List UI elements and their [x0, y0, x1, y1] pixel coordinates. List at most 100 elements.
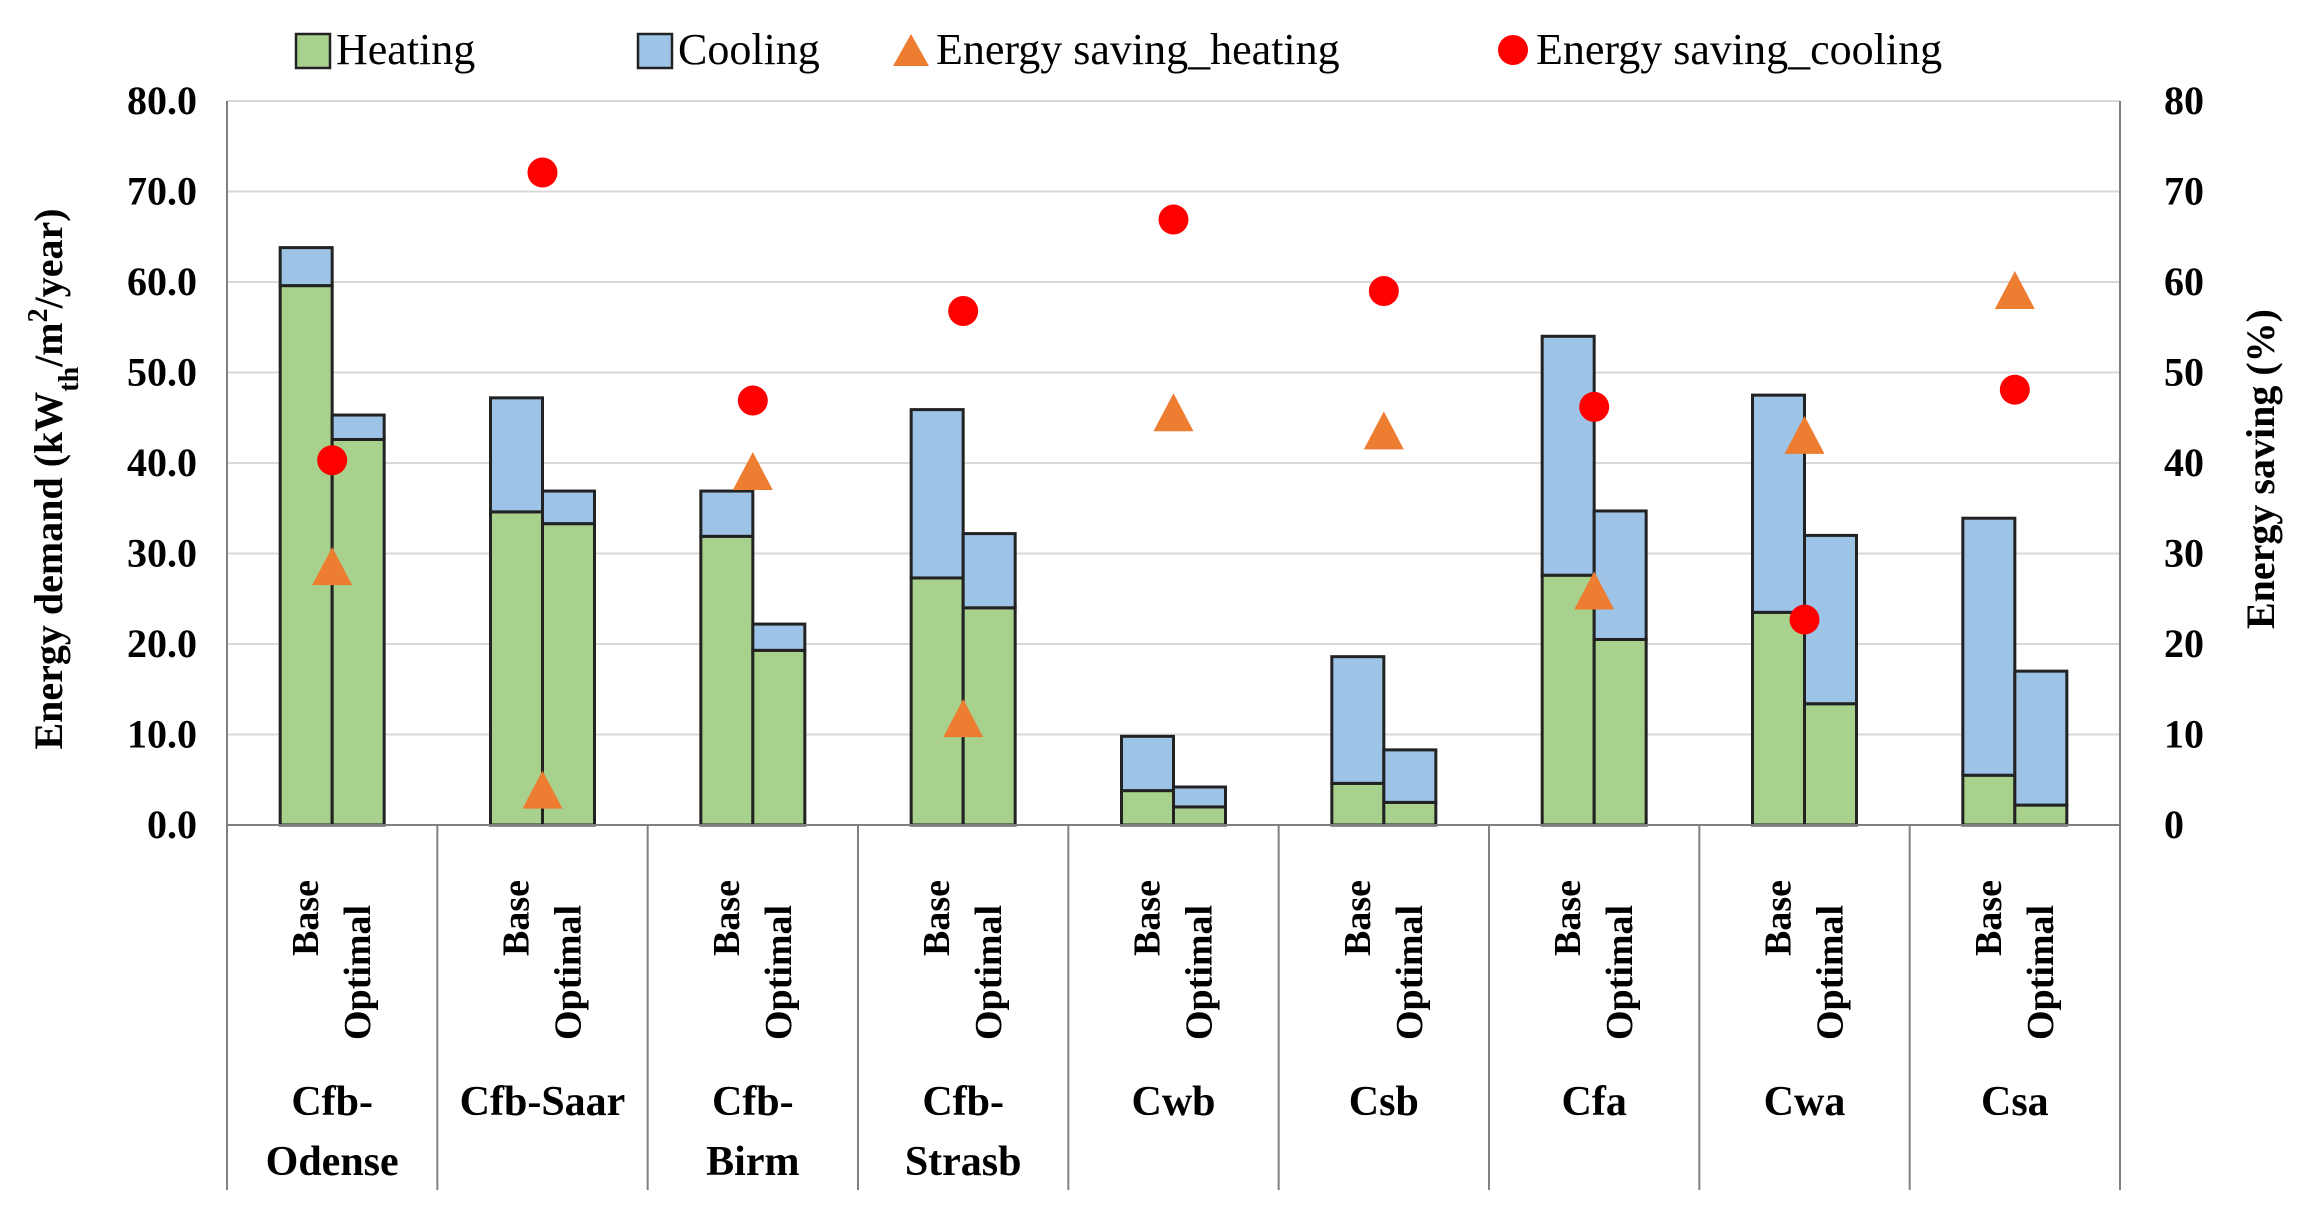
bar-heating-csb-base [1330, 781, 1386, 827]
sub-category-label-optimal: Optimal [1179, 905, 1221, 1040]
marker-saving-heating-cwa [1784, 415, 1825, 454]
marker-saving-heating-cfb-saar [522, 770, 563, 809]
left-axis-title: Energy demand (kWth/m2/year) [23, 208, 85, 749]
legend-label-heating: Heating [336, 25, 475, 74]
bar-cooling-cwb-optimal [1172, 785, 1227, 809]
group-label-csa: Csa [1981, 1079, 2049, 1125]
sub-category-label-optimal: Optimal [1599, 905, 1641, 1040]
left-tick-label: 20.0 [127, 621, 197, 666]
group-label-cfb-saar: Cfb-Saar [460, 1079, 626, 1125]
bar-heating-csa-base [1961, 773, 2017, 827]
bar-heating-cfb-strasb-base [909, 576, 965, 827]
marker-saving-heating-csa [1994, 271, 2035, 310]
bar-heating-cfb-odense-optimal [330, 437, 386, 827]
bar-heating-cfb-odense-base [278, 284, 334, 827]
marker-saving-cooling-cfb-saar [527, 157, 558, 188]
marker-saving-heating-cfa [1574, 571, 1615, 610]
legend-label-cooling: Cooling [678, 25, 820, 74]
bar-heating-csa-optimal [2013, 803, 2069, 827]
sub-category-label-base: Base [285, 880, 327, 956]
left-tick-label: 0.0 [147, 802, 197, 847]
group-label-csb: Csb [1349, 1079, 1419, 1125]
bar-heating-cfb-saar-optimal [541, 522, 596, 827]
left-tick-label: 60.0 [127, 259, 197, 304]
bar-cooling-cfa-optimal [1592, 509, 1648, 641]
sub-category-label-base: Base [1968, 880, 2010, 956]
sub-category-label-optimal: Optimal [758, 905, 800, 1040]
bar-cooling-cfb-saar-optimal [541, 489, 596, 526]
right-tick-label: 50 [2164, 350, 2204, 395]
bar-cooling-cfb-strasb-optimal [961, 532, 1017, 610]
sub-category-label-base: Base [706, 880, 748, 956]
bar-cooling-cfb-birm-base [699, 489, 755, 538]
sub-category-label-base: Base [1758, 880, 1800, 956]
group-label-cfa: Cfa [1562, 1079, 1627, 1125]
group-label-cwa: Cwa [1764, 1079, 1846, 1125]
bar-cooling-csb-optimal [1382, 748, 1438, 804]
right-tick-label: 20 [2164, 621, 2204, 666]
marker-saving-cooling-csa [1999, 374, 2030, 405]
right-tick-label: 0 [2164, 802, 2184, 847]
marker-saving-heating-cfb-strasb [943, 699, 984, 738]
bar-cooling-cwb-base [1120, 734, 1175, 793]
bar-cooling-csa-optimal [2013, 669, 2069, 807]
left-axis-ticks: 0.0 10.0 20.0 30.0 40.0 50.0 60.0 70.0 80.0 [127, 78, 197, 847]
right-tick-label: 70 [2164, 169, 2204, 214]
marker-saving-cooling-cfb-strasb [948, 295, 979, 326]
bar-cooling-cfb-birm-optimal [751, 622, 807, 652]
left-tick-label: 30.0 [127, 531, 197, 576]
marker-saving-heating-cfb-odense [312, 547, 353, 586]
left-tick-label: 70.0 [127, 169, 197, 214]
sub-category-label-base: Base [916, 880, 958, 956]
group-label-cwb: Cwb [1131, 1079, 1215, 1125]
legend-marker-circle-icon [1498, 35, 1528, 65]
bar-cooling-cfb-saar-base [489, 396, 544, 514]
group-label-cfb-odense: Cfb- [291, 1079, 373, 1125]
bar-cooling-cwa-base [1751, 393, 1806, 614]
right-axis-title: Energy saving (%) [2238, 309, 2283, 629]
sub-category-label-base: Base [1547, 880, 1589, 956]
left-tick-label: 10.0 [127, 712, 197, 757]
marker-saving-cooling-cfb-birm [737, 385, 768, 416]
bar-heating-cwb-base [1120, 789, 1175, 827]
markers [312, 157, 2035, 809]
legend-label-energy-saving-heating: Energy saving_heating [936, 25, 1340, 74]
bar-heating-cwa-optimal [1803, 702, 1858, 827]
right-tick-label: 40 [2164, 440, 2204, 485]
sub-category-label-optimal: Optimal [1389, 905, 1431, 1040]
marker-saving-heating-csb [1363, 411, 1404, 450]
sub-category-label-base: Base [1337, 880, 1379, 956]
legend-swatch-cooling [636, 32, 674, 70]
right-tick-label: 60 [2164, 259, 2204, 304]
group-label-cfb-strasb: Cfb- [922, 1079, 1004, 1125]
bar-cooling-cfb-strasb-base [909, 408, 965, 580]
bar-cooling-csa-base [1961, 516, 2017, 777]
bar-heating-cfb-birm-base [699, 534, 755, 827]
group-label-cfb-odense: Odense [266, 1139, 399, 1185]
right-axis-ticks: 0 10 20 30 40 50 60 70 80 [2164, 78, 2204, 847]
sub-category-label-optimal: Optimal [1810, 905, 1852, 1040]
legend-label-energy-saving-cooling: Energy saving_cooling [1536, 25, 1942, 74]
sub-category-label-base: Base [496, 880, 538, 956]
marker-saving-heating-cwb [1153, 393, 1194, 432]
left-tick-label: 50.0 [127, 350, 197, 395]
marker-saving-cooling-csb [1368, 276, 1399, 307]
bar-heating-cfb-birm-optimal [751, 648, 807, 827]
group-label-cfb-birm: Cfb- [712, 1079, 794, 1125]
bar-cooling-cfa-base [1540, 334, 1596, 577]
group-label-cfb-strasb: Strasb [905, 1139, 1022, 1185]
bar-heating-csb-optimal [1382, 800, 1438, 827]
legend-swatch-heating [294, 32, 332, 70]
sub-category-label-base: Base [1127, 880, 1169, 956]
marker-saving-heating-cfb-birm [732, 452, 773, 491]
left-tick-label: 40.0 [127, 440, 197, 485]
marker-saving-cooling-cfb-odense [317, 445, 348, 476]
sub-category-label-optimal: Optimal [968, 905, 1010, 1040]
bar-cooling-cfb-odense-base [278, 246, 334, 288]
bar-heating-cwa-base [1751, 610, 1806, 827]
legend: Heating Cooling Energy saving_heating En… [294, 25, 1942, 74]
sub-category-label-optimal: Optimal [2020, 905, 2062, 1040]
sub-category-label-optimal: Optimal [337, 905, 379, 1040]
